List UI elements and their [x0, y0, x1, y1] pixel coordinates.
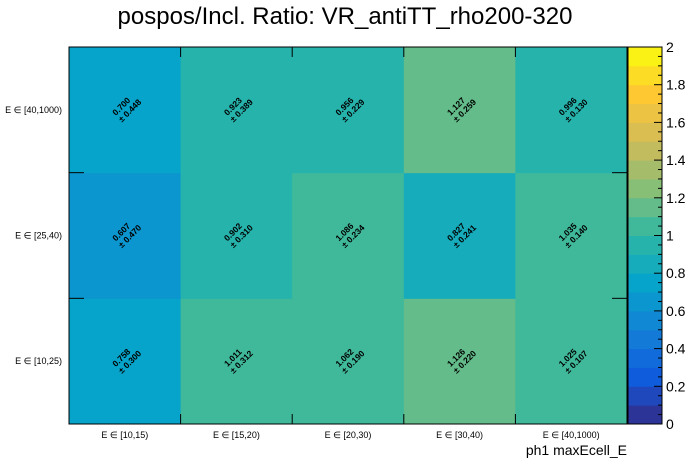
y-tick-labels: E ∈ [10,25) E ∈ [25,40) E ∈ [40,1000): [5, 105, 627, 366]
color-scale-bin: [628, 160, 662, 180]
color-scale-bin: [628, 254, 662, 274]
color-scale-bin: [628, 367, 662, 387]
color-scale-bin: [628, 47, 662, 67]
heatmap-cell: [403, 172, 516, 299]
color-scale-bin: [628, 141, 662, 161]
color-scale-bin: [628, 122, 662, 142]
heatmap-cell: [180, 172, 293, 299]
x-tick-label: E ∈ [20,30): [325, 430, 372, 440]
x-axis-label: ph1 maxEcell_E: [526, 442, 627, 458]
color-scale-bin: [628, 386, 662, 406]
color-scale-bin: [628, 273, 662, 293]
color-scale-tick-label: 1.8: [666, 77, 686, 93]
color-scale-bin: [628, 197, 662, 218]
color-scale-bin: [628, 84, 662, 105]
color-scale-tick-label: 1: [666, 228, 674, 244]
heatmap-cell: [403, 47, 516, 174]
x-tick-labels: E ∈ [10,15) E ∈ [15,20) E ∈ [20,30) E ∈ [30…: [101, 47, 600, 440]
color-scale-bin: [628, 310, 662, 331]
color-scale-bin: [628, 216, 662, 236]
plot-frame: [68, 46, 628, 425]
chart-title: pospos/Incl. Ratio: VR_antiTT_rho200-320: [118, 3, 573, 30]
x-tick-label: E ∈ [30,40): [436, 430, 483, 440]
heatmap-cell: [69, 47, 182, 174]
color-scale-tick-label: 0: [666, 416, 674, 432]
color-scale-bin: [628, 178, 662, 199]
color-scale-tick-label: 0.2: [666, 378, 686, 394]
color-scale-bin: [628, 292, 662, 312]
heatmap-cell: [180, 47, 293, 174]
heatmap-cell: [292, 172, 405, 299]
color-scale-bin: [628, 329, 662, 350]
color-scale-bin: [628, 65, 662, 86]
heatmap-cell: [515, 172, 628, 299]
heatmap-cell: [515, 298, 628, 425]
color-scale-bin: [628, 405, 662, 425]
x-tick-label: E ∈ [15,20): [213, 430, 260, 440]
heatmap-cell: [69, 172, 182, 299]
color-scale-bin: [628, 103, 662, 123]
heatmap-cell: [403, 298, 516, 425]
heatmap-cells: [69, 47, 628, 425]
y-tick-label: E ∈ [10,25): [15, 356, 62, 366]
color-scale-tick-label: 1.4: [666, 152, 686, 168]
heatmap-cell: [292, 298, 405, 425]
color-scale-tick-label: 0.4: [666, 341, 686, 357]
heatmap-cell: [180, 298, 293, 425]
color-scale-bin: [628, 235, 662, 255]
color-scale-tick-label: 0.8: [666, 265, 686, 281]
x-tick-label: E ∈ [10,15): [101, 430, 148, 440]
color-scale-tick-label: 1.6: [666, 114, 686, 130]
color-scale: 0 0.2 0.4 0.6 0.8 1 1.2 1.4 1.6 1.8 2: [627, 39, 686, 432]
heatmap-cell: [292, 47, 405, 174]
heatmap-cell: [69, 298, 182, 425]
color-scale-tick-label: 1.2: [666, 190, 686, 206]
x-tick-label: E ∈ [40,1000): [543, 430, 600, 440]
y-tick-label: E ∈ [25,40): [15, 231, 62, 241]
y-tick-label: E ∈ [40,1000): [5, 105, 62, 115]
color-scale-tick-label: 0.6: [666, 303, 686, 319]
color-scale-tick-label: 2: [666, 39, 674, 55]
color-scale-bin: [628, 348, 662, 368]
heatmap-cell: [515, 47, 628, 174]
